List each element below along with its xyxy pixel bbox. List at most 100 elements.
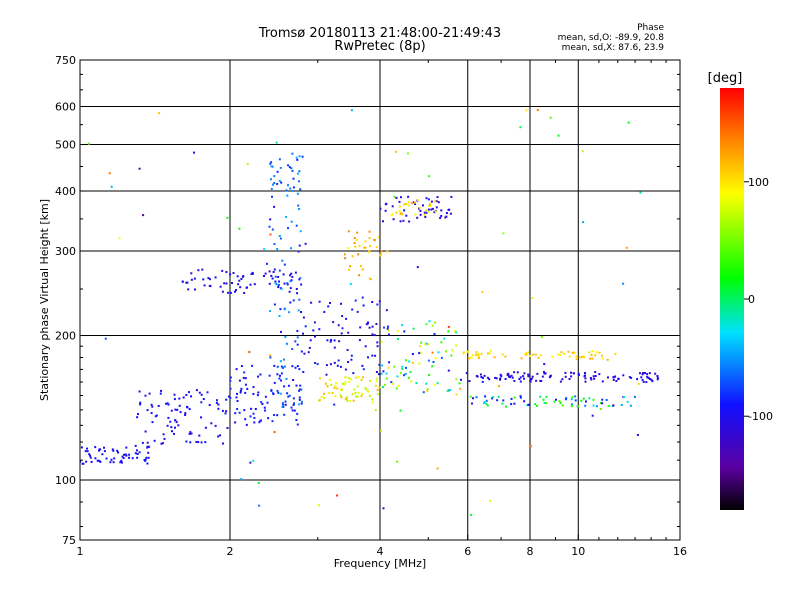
echo-point bbox=[650, 378, 653, 381]
echo-point bbox=[340, 396, 343, 399]
echo-point bbox=[161, 442, 164, 445]
colorbar-ticks: 100 0 -100 bbox=[744, 176, 773, 423]
echo-point bbox=[235, 396, 238, 399]
echo-point bbox=[324, 382, 327, 385]
x-tick-label: 2 bbox=[227, 545, 234, 558]
echo-point bbox=[396, 330, 399, 333]
echo-point bbox=[346, 399, 349, 402]
echo-point bbox=[432, 361, 435, 363]
echo-point bbox=[298, 389, 301, 392]
echo-point bbox=[489, 349, 492, 352]
echo-point bbox=[288, 166, 291, 169]
echo-point bbox=[186, 406, 189, 409]
echo-point bbox=[253, 417, 256, 419]
echo-point bbox=[136, 456, 139, 459]
echo-point bbox=[418, 362, 421, 365]
echo-point bbox=[437, 351, 440, 354]
echo-point bbox=[276, 414, 279, 417]
echo-point bbox=[428, 204, 431, 207]
echo-point bbox=[194, 288, 196, 291]
echo-point bbox=[268, 374, 271, 377]
echo-point bbox=[297, 309, 300, 312]
echo-point bbox=[174, 408, 177, 411]
echo-point bbox=[188, 408, 191, 411]
echo-point bbox=[273, 364, 276, 367]
echo-point bbox=[243, 292, 246, 294]
echo-point bbox=[375, 371, 378, 373]
echo-point bbox=[101, 453, 104, 456]
echo-point bbox=[268, 225, 271, 228]
echo-point bbox=[545, 402, 548, 405]
echo-point bbox=[287, 384, 290, 387]
echo-point bbox=[243, 409, 246, 412]
echo-point bbox=[637, 382, 640, 385]
echo-point bbox=[286, 282, 289, 285]
echo-point bbox=[88, 453, 91, 456]
echo-point bbox=[238, 379, 241, 382]
echo-point bbox=[347, 361, 350, 363]
echo-point bbox=[292, 403, 295, 406]
echo-point bbox=[636, 434, 639, 436]
echo-point bbox=[642, 372, 644, 375]
echo-point bbox=[298, 244, 301, 247]
echo-point bbox=[595, 351, 598, 354]
echo-point bbox=[430, 200, 433, 203]
echo-point bbox=[284, 400, 287, 403]
echo-point bbox=[390, 381, 393, 384]
echo-point bbox=[209, 285, 212, 288]
echo-point bbox=[136, 449, 138, 452]
echo-point bbox=[116, 449, 119, 452]
echo-point bbox=[501, 402, 504, 405]
echo-point bbox=[380, 250, 383, 253]
echo-point bbox=[639, 372, 641, 375]
echo-point bbox=[227, 291, 230, 294]
echo-point bbox=[561, 378, 564, 381]
echo-point bbox=[229, 291, 232, 294]
echo-point bbox=[434, 210, 437, 213]
echo-point bbox=[559, 401, 562, 404]
echo-point bbox=[585, 400, 587, 403]
echo-point bbox=[276, 373, 279, 376]
echo-point bbox=[480, 376, 483, 378]
echo-point bbox=[355, 239, 358, 241]
echo-point bbox=[510, 397, 513, 400]
echo-point bbox=[296, 412, 299, 415]
echo-point bbox=[563, 352, 565, 355]
echo-point bbox=[144, 458, 147, 461]
echo-point bbox=[568, 355, 571, 358]
echo-point bbox=[280, 372, 283, 375]
echo-point bbox=[279, 308, 282, 311]
echo-point bbox=[440, 215, 443, 217]
echo-point bbox=[639, 191, 642, 194]
echo-point bbox=[273, 303, 276, 306]
echo-point bbox=[419, 345, 422, 348]
echo-point bbox=[258, 421, 261, 424]
echo-point bbox=[302, 316, 305, 319]
echo-point bbox=[471, 354, 474, 357]
echo-point bbox=[219, 285, 222, 288]
echo-point bbox=[350, 354, 353, 357]
echo-point bbox=[528, 355, 531, 357]
echo-point bbox=[166, 402, 169, 405]
x-axis-label: Frequency [MHz] bbox=[334, 557, 426, 570]
echo-point bbox=[122, 457, 125, 459]
echo-point bbox=[540, 336, 543, 338]
echo-point bbox=[398, 200, 401, 203]
echo-point bbox=[614, 352, 617, 355]
echo-point bbox=[537, 356, 540, 359]
echo-point bbox=[291, 365, 294, 368]
echo-point bbox=[507, 373, 510, 376]
echo-point bbox=[570, 375, 573, 378]
echo-point bbox=[402, 219, 405, 222]
echo-point bbox=[422, 391, 425, 394]
echo-point bbox=[571, 351, 574, 354]
echo-point bbox=[221, 290, 224, 293]
echo-point bbox=[301, 155, 304, 158]
echo-point bbox=[499, 377, 502, 380]
echo-point bbox=[495, 377, 498, 380]
echo-point bbox=[294, 366, 297, 369]
echo-point bbox=[543, 372, 546, 375]
echo-point bbox=[210, 422, 213, 425]
echo-point bbox=[376, 303, 379, 306]
echo-point bbox=[541, 375, 544, 378]
